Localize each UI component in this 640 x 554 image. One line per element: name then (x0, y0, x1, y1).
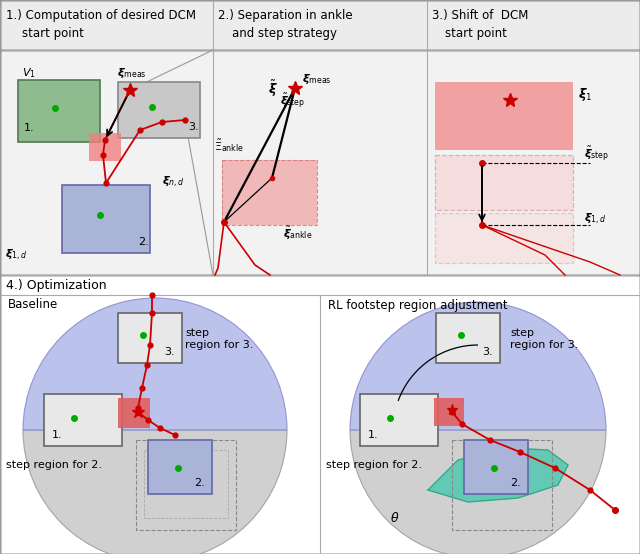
Bar (62, 185, 150, 253)
Text: 3.: 3. (188, 122, 198, 132)
Bar (436, 313, 500, 363)
Bar (0, 0, 640, 50)
Text: $\tilde{\Xi}_{\mathrm{ankle}}$: $\tilde{\Xi}_{\mathrm{ankle}}$ (214, 137, 244, 154)
Text: $\boldsymbol{\xi}_{\mathrm{meas}}$: $\boldsymbol{\xi}_{\mathrm{meas}}$ (302, 72, 332, 86)
Wedge shape (23, 298, 287, 430)
Text: step region for 2.: step region for 2. (6, 460, 102, 470)
Bar (435, 82, 573, 150)
Text: start point: start point (445, 28, 507, 40)
Bar (44, 394, 122, 446)
Text: 3.: 3. (164, 347, 175, 357)
Text: 2.: 2. (138, 237, 148, 247)
Wedge shape (350, 430, 606, 554)
Bar (118, 398, 150, 428)
Text: step
region for 3.: step region for 3. (510, 329, 579, 350)
Text: $\theta$: $\theta$ (390, 511, 399, 525)
Text: 2.: 2. (194, 478, 205, 488)
Text: 1.: 1. (24, 123, 35, 133)
Bar (360, 394, 438, 446)
Text: 3.: 3. (482, 347, 493, 357)
Text: 1.) Computation of desired DCM: 1.) Computation of desired DCM (6, 9, 196, 23)
Polygon shape (428, 448, 568, 502)
Text: step
region for 3.: step region for 3. (185, 329, 253, 350)
Bar (222, 160, 317, 225)
Bar (435, 155, 573, 210)
Bar (0, 0, 640, 275)
Text: 3.) Shift of  DCM: 3.) Shift of DCM (432, 9, 529, 23)
Text: $\boldsymbol{\xi}_{1,d}$: $\boldsymbol{\xi}_{1,d}$ (5, 248, 28, 263)
Text: $\boldsymbol{\xi}_{1,d}$: $\boldsymbol{\xi}_{1,d}$ (584, 212, 607, 227)
Bar (18, 80, 100, 142)
Text: start point: start point (22, 28, 84, 40)
Text: $\boldsymbol{\xi}_1$: $\boldsymbol{\xi}_1$ (578, 86, 592, 103)
Text: $\tilde{\boldsymbol{\xi}}_{\mathrm{step}}$: $\tilde{\boldsymbol{\xi}}_{\mathrm{step}… (584, 144, 609, 164)
Text: 2.) Separation in ankle: 2.) Separation in ankle (218, 9, 353, 23)
Wedge shape (350, 302, 606, 430)
Bar (144, 450, 228, 518)
Text: $\tilde{\boldsymbol{\xi}}_{\mathrm{ankle}}$: $\tilde{\boldsymbol{\xi}}_{\mathrm{ankle… (283, 225, 312, 242)
Bar (118, 313, 182, 363)
Bar (435, 213, 573, 263)
Bar (148, 440, 212, 494)
Bar (452, 440, 552, 530)
Wedge shape (23, 430, 287, 554)
Text: 1.: 1. (52, 430, 63, 440)
Text: 4.) Optimization: 4.) Optimization (6, 279, 107, 291)
Text: $\tilde{\boldsymbol{\xi}}_{\mathrm{step}}$: $\tilde{\boldsymbol{\xi}}_{\mathrm{step}… (280, 91, 305, 111)
Text: $V_1$: $V_1$ (22, 66, 36, 80)
Text: and step strategy: and step strategy (232, 28, 337, 40)
Text: 2.: 2. (510, 478, 521, 488)
Bar (464, 440, 528, 494)
Text: $\boldsymbol{\xi}_{n,d}$: $\boldsymbol{\xi}_{n,d}$ (162, 175, 184, 190)
Text: 1.: 1. (368, 430, 379, 440)
Text: Baseline: Baseline (8, 299, 58, 311)
Bar (434, 398, 464, 426)
Text: step region for 2.: step region for 2. (326, 460, 422, 470)
Text: $\boldsymbol{\xi}_{\mathrm{meas}}$: $\boldsymbol{\xi}_{\mathrm{meas}}$ (117, 66, 147, 80)
Bar (136, 440, 236, 530)
Bar (118, 82, 200, 138)
Text: RL footstep region adjustment: RL footstep region adjustment (328, 299, 508, 311)
Bar (89, 133, 121, 161)
Text: $\tilde{\boldsymbol{\xi}}$: $\tilde{\boldsymbol{\xi}}$ (268, 79, 278, 99)
Bar (222, 160, 317, 225)
